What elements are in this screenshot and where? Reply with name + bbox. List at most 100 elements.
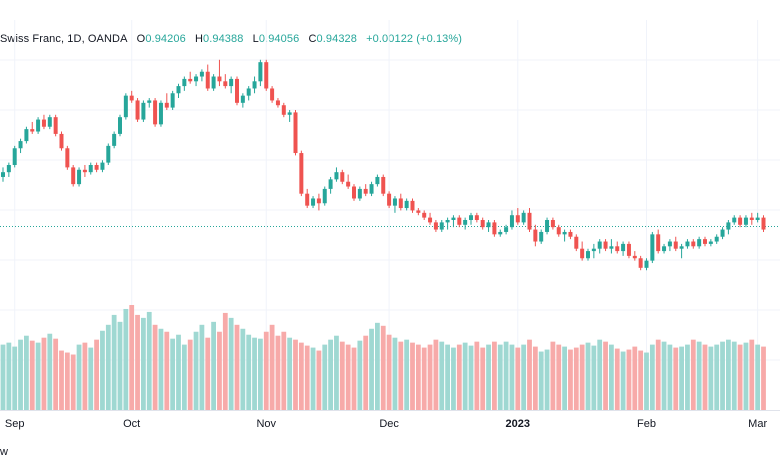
- volume-bar: [304, 345, 310, 410]
- candle-body: [697, 239, 702, 247]
- volume-bar: [714, 344, 720, 410]
- candle-body: [322, 188, 327, 204]
- candle-body: [381, 176, 386, 194]
- volume-bar: [433, 339, 439, 410]
- candle-body: [1, 172, 5, 177]
- candle-body: [47, 117, 52, 127]
- candle-body: [650, 234, 655, 261]
- volume-bar: [603, 341, 608, 410]
- volume-bar: [415, 344, 421, 410]
- candle-body: [586, 251, 590, 259]
- volume-bars: [0, 305, 766, 410]
- candle-body: [667, 241, 672, 247]
- volume-bar: [427, 344, 433, 410]
- volume-bar: [568, 349, 573, 410]
- volume-bar: [509, 344, 515, 410]
- volume-bar: [410, 342, 415, 410]
- candle-body: [264, 62, 269, 89]
- candle-body: [223, 81, 228, 87]
- volume-bar: [673, 347, 679, 410]
- volume-bar: [334, 335, 339, 410]
- candle-body: [504, 227, 509, 232]
- candle-body: [129, 95, 134, 101]
- candle-body: [94, 165, 99, 170]
- x-tick-label: Dec: [379, 418, 399, 430]
- volume-bar: [696, 341, 702, 410]
- volume-bar: [743, 342, 749, 410]
- volume-bar: [0, 344, 6, 410]
- volume-bar: [205, 337, 211, 410]
- candle-body: [270, 88, 275, 101]
- volume-bar: [269, 324, 275, 410]
- candle-body: [509, 215, 514, 228]
- candle-body: [229, 78, 234, 87]
- volume-bar: [445, 344, 450, 410]
- volume-bar: [53, 338, 59, 410]
- volume-bar: [357, 340, 363, 410]
- volume-bar: [690, 339, 696, 410]
- candle-body: [738, 217, 743, 225]
- candle-body: [603, 241, 608, 249]
- candle-body: [293, 112, 298, 154]
- candle-body: [433, 222, 438, 230]
- volume-bar: [456, 344, 462, 410]
- candle-body: [515, 215, 520, 223]
- volume-bar: [240, 328, 246, 410]
- candle-body: [761, 217, 766, 230]
- candle-body: [71, 167, 76, 185]
- candle-body: [141, 102, 146, 120]
- candle-body: [164, 102, 169, 108]
- volume-bar: [392, 337, 398, 410]
- volume-bar: [369, 328, 374, 410]
- volume-bar: [228, 317, 234, 410]
- candle-body: [357, 188, 362, 199]
- volume-bar: [562, 346, 567, 410]
- volume-bar: [64, 352, 70, 410]
- candle-body: [36, 119, 41, 132]
- volume-bar: [685, 344, 690, 410]
- volume-bar: [234, 324, 240, 410]
- volume-bar: [158, 328, 164, 410]
- candle-body: [644, 260, 649, 268]
- candle-body: [574, 236, 579, 249]
- candle-body: [474, 215, 479, 220]
- candle-body: [626, 243, 631, 256]
- candle-body: [246, 88, 251, 96]
- volume-bar: [386, 334, 392, 410]
- candle-body: [755, 217, 760, 220]
- candle-body: [726, 222, 731, 230]
- volume-bar: [187, 339, 193, 410]
- volume-bar: [626, 349, 632, 410]
- volume-bar: [544, 349, 550, 410]
- volume-bar: [129, 305, 135, 410]
- legend-low-value: 0.94056: [258, 33, 300, 45]
- candle-body: [77, 169, 82, 185]
- candle-body: [638, 258, 643, 268]
- legend-change-value: +0.00122 (+0.13%): [366, 33, 463, 45]
- candle-body: [550, 220, 555, 228]
- volume-bar: [497, 344, 503, 410]
- volume-bar: [146, 311, 152, 410]
- candle-body: [568, 231, 573, 237]
- volume-bar: [731, 341, 737, 410]
- volume-bar: [486, 344, 491, 410]
- candle-body: [673, 241, 678, 249]
- volume-bar: [287, 337, 293, 410]
- volume-bar: [468, 345, 474, 410]
- volume-bar: [164, 331, 170, 410]
- volume-bar: [404, 339, 410, 410]
- volume-bar: [322, 344, 328, 410]
- candle-body: [211, 76, 216, 89]
- volume-bar: [29, 340, 35, 410]
- volume-bar: [726, 339, 731, 410]
- volume-bar: [579, 344, 585, 410]
- volume-bar: [316, 350, 322, 410]
- volume-bar: [41, 337, 47, 410]
- candle-body: [275, 100, 280, 106]
- candle-body: [445, 220, 450, 223]
- volume-bar: [12, 346, 18, 410]
- volume-bar: [573, 347, 579, 410]
- volume-bar: [755, 344, 761, 410]
- volume-bar: [217, 331, 222, 410]
